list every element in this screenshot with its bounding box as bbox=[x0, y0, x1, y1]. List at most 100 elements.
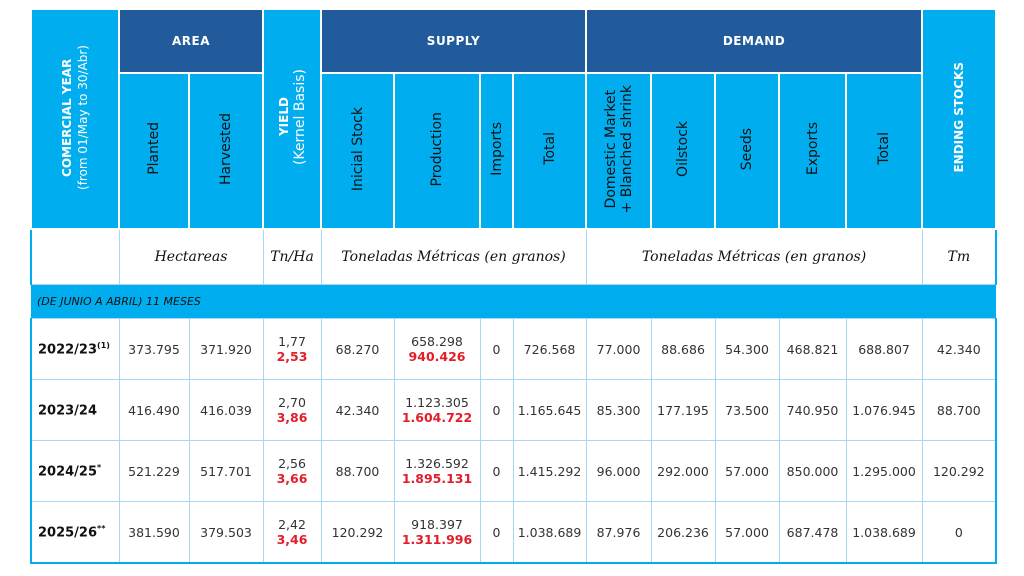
cell-production: 918.397 1.311.996 bbox=[393, 501, 481, 564]
cell-domestic: 96.000 bbox=[585, 440, 652, 502]
cell-production: 1.123.305 1.604.722 bbox=[393, 379, 481, 441]
cell-year: 2022/23(1) bbox=[30, 318, 120, 380]
cell-yield: 1,77 2,53 bbox=[262, 318, 322, 380]
cell-yield: 2,56 3,66 bbox=[262, 440, 322, 502]
cell-exports: 468.821 bbox=[778, 318, 847, 380]
year-subtitle: (from 01/May to 30/Abr) bbox=[76, 44, 90, 190]
year-note: * bbox=[97, 462, 102, 472]
cell-demand_total: 1.295.000 bbox=[845, 440, 923, 502]
period-band: (DE JUNIO A ABRIL) 11 MESES bbox=[31, 284, 997, 319]
cell-imports: 0 bbox=[479, 501, 514, 564]
cell-planted: 381.590 bbox=[118, 501, 190, 564]
cell-production-adjusted: 1.895.131 bbox=[401, 471, 473, 486]
header-demand: DEMAND bbox=[585, 8, 924, 74]
cell-inicial: 68.270 bbox=[320, 318, 395, 380]
cell-yield-adjusted: 3,46 bbox=[276, 532, 308, 547]
header-planted: Planted bbox=[118, 71, 190, 231]
cell-domestic: 87.976 bbox=[585, 501, 652, 564]
unit-demand: Toneladas Métricas (en granos) bbox=[585, 228, 923, 285]
cell-domestic: 85.300 bbox=[585, 379, 652, 441]
cell-production-adjusted: 1.604.722 bbox=[401, 410, 473, 425]
cell-year: 2023/24 bbox=[30, 379, 120, 441]
unit-supply: Toneladas Métricas (en granos) bbox=[320, 228, 587, 285]
cell-harvested: 416.039 bbox=[188, 379, 264, 441]
cell-yield: 2,42 3,46 bbox=[262, 501, 322, 564]
cell-production: 1.326.592 1.895.131 bbox=[393, 440, 481, 502]
cell-exports: 850.000 bbox=[778, 440, 847, 502]
unit-ending: Tm bbox=[921, 228, 998, 285]
header-yield: YIELD (Kernel Basis) bbox=[262, 8, 323, 230]
header-comercial-year: COMERCIAL YEAR (from 01/May to 30/Abr) bbox=[30, 8, 120, 230]
header-inicial-stock: Inicial Stock bbox=[320, 71, 396, 231]
header-seeds: Seeds bbox=[714, 71, 781, 231]
cell-imports: 0 bbox=[479, 379, 514, 441]
cell-yield: 2,70 3,86 bbox=[262, 379, 322, 441]
cell-yield-adjusted: 3,86 bbox=[276, 410, 308, 425]
unit-empty bbox=[30, 228, 120, 285]
cell-seeds: 73.500 bbox=[714, 379, 780, 441]
cell-harvested: 379.503 bbox=[188, 501, 264, 564]
cell-planted: 373.795 bbox=[118, 318, 190, 380]
cell-ending: 42.340 bbox=[921, 318, 998, 380]
cell-seeds: 54.300 bbox=[714, 318, 780, 380]
cell-year: 2024/25* bbox=[30, 440, 120, 502]
cell-planted: 416.490 bbox=[118, 379, 190, 441]
cell-inicial: 42.340 bbox=[320, 379, 395, 441]
cell-demand_total: 1.076.945 bbox=[845, 379, 923, 441]
header-oilstock: Oilstock bbox=[650, 71, 717, 231]
cell-oilstock: 177.195 bbox=[650, 379, 716, 441]
cell-demand_total: 1.038.689 bbox=[845, 501, 923, 564]
supply-demand-table: COMERCIAL YEAR (from 01/May to 30/Abr) AR… bbox=[30, 8, 998, 564]
header-imports: Imports bbox=[479, 71, 515, 231]
table-row: 2025/26** 381.590 379.503 2,42 3,46 120.292 91… bbox=[30, 501, 998, 564]
cell-ending: 0 bbox=[921, 501, 998, 564]
cell-supply_total: 1.038.689 bbox=[512, 501, 587, 564]
units-row: Hectareas Tn/Ha Toneladas Métricas (en g… bbox=[30, 228, 998, 285]
cell-year: 2025/26** bbox=[30, 501, 120, 564]
cell-supply_total: 1.415.292 bbox=[512, 440, 587, 502]
cell-ending: 88.700 bbox=[921, 379, 998, 441]
cell-harvested: 371.920 bbox=[188, 318, 264, 380]
cell-production: 658.298 940.426 bbox=[393, 318, 481, 380]
cell-production-adjusted: 1.311.996 bbox=[401, 532, 473, 547]
cell-exports: 687.478 bbox=[778, 501, 847, 564]
cell-oilstock: 88.686 bbox=[650, 318, 716, 380]
cell-seeds: 57.000 bbox=[714, 440, 780, 502]
table-row: 2022/23(1) 373.795 371.920 1,77 2,53 68.270 65… bbox=[30, 318, 998, 380]
year-note: ** bbox=[97, 523, 106, 533]
cell-oilstock: 292.000 bbox=[650, 440, 716, 502]
year-note: (1) bbox=[97, 340, 110, 350]
unit-yield: Tn/Ha bbox=[262, 228, 322, 285]
header-ending-stocks: ENDING STOCKS bbox=[921, 8, 998, 230]
cell-production-adjusted: 940.426 bbox=[408, 349, 466, 364]
cell-exports: 740.950 bbox=[778, 379, 847, 441]
cell-domestic: 77.000 bbox=[585, 318, 652, 380]
year-title: COMERCIAL YEAR bbox=[60, 57, 74, 177]
cell-supply_total: 1.165.645 bbox=[512, 379, 587, 441]
header-domestic-market: Domestic Market + Blanched shrink bbox=[585, 71, 653, 231]
cell-supply_total: 726.568 bbox=[512, 318, 587, 380]
yield-title: YIELD bbox=[277, 97, 292, 137]
cell-yield-adjusted: 2,53 bbox=[276, 349, 308, 364]
cell-imports: 0 bbox=[479, 318, 514, 380]
table-row: 2023/24 416.490 416.039 2,70 3,86 42.340 1.123… bbox=[30, 379, 998, 441]
header-demand-total: Total bbox=[845, 71, 924, 231]
cell-demand_total: 688.807 bbox=[845, 318, 923, 380]
header-supply: SUPPLY bbox=[320, 8, 588, 74]
cell-inicial: 88.700 bbox=[320, 440, 395, 502]
header-supply-total: Total bbox=[512, 71, 588, 231]
header-harvested: Harvested bbox=[187, 71, 265, 231]
cell-harvested: 517.701 bbox=[188, 440, 264, 502]
unit-area: Hectareas bbox=[118, 228, 264, 285]
table-row: 2024/25* 521.229 517.701 2,56 3,66 88.700 1.32… bbox=[30, 440, 998, 502]
header-exports: Exports bbox=[778, 71, 848, 231]
header-production: Production bbox=[393, 71, 482, 231]
yield-subtitle: (Kernel Basis) bbox=[292, 68, 309, 166]
cell-yield-adjusted: 3,66 bbox=[276, 471, 308, 486]
cell-planted: 521.229 bbox=[118, 440, 190, 502]
cell-seeds: 57.000 bbox=[714, 501, 780, 564]
cell-imports: 0 bbox=[479, 440, 514, 502]
cell-inicial: 120.292 bbox=[320, 501, 395, 564]
header-area: AREA bbox=[117, 8, 265, 74]
cell-ending: 120.292 bbox=[921, 440, 998, 502]
